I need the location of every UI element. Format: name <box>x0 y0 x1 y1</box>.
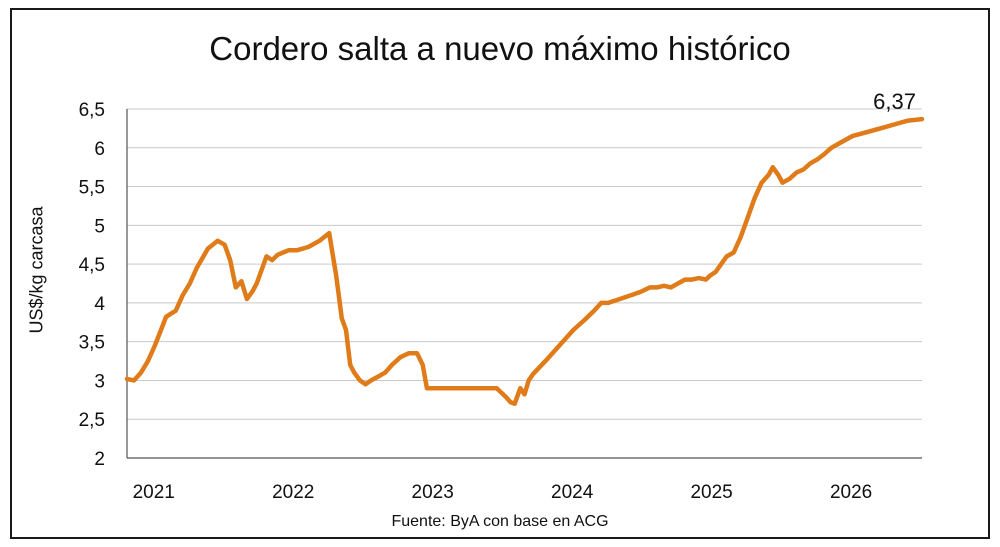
series-layer <box>124 116 925 406</box>
y-tick-label: 3,5 <box>79 333 105 354</box>
y-tick-label: 5 <box>94 216 105 237</box>
series-line <box>124 116 925 406</box>
x-tick-label: 2023 <box>412 482 454 503</box>
y-tick-label: 2 <box>94 449 105 470</box>
chart-frame <box>10 8 990 539</box>
y-tick-label: 3 <box>94 371 105 392</box>
y-tick-label: 6 <box>94 139 105 160</box>
source-note: Fuente: ByA con base en ACG <box>391 513 609 530</box>
y-tick-label: 2,5 <box>79 410 105 431</box>
x-tick-label: 2026 <box>830 482 872 503</box>
x-tick-label: 2021 <box>133 482 175 503</box>
chart-title: Cordero salta a nuevo máximo histórico <box>209 30 791 67</box>
y-tick-labels: 2 2,5 3 3,5 4 4,5 5 5,5 6 6,5 <box>79 100 106 470</box>
x-tick-label: 2025 <box>690 482 732 503</box>
y-tick-label: 5,5 <box>79 178 105 199</box>
data-label-last: 6,37 <box>873 89 916 114</box>
x-tick-labels: 2021 2022 2023 2024 2025 2026 <box>133 482 873 503</box>
y-tick-label: 6,5 <box>79 100 105 121</box>
annotation-layer: 6,37 <box>873 89 916 114</box>
x-tick-label: 2022 <box>272 482 314 503</box>
axes <box>126 109 922 459</box>
grid-lines <box>127 108 922 420</box>
x-tick-label: 2024 <box>551 482 594 503</box>
y-tick-label: 4,5 <box>79 255 105 276</box>
y-tick-label: 4 <box>94 294 105 315</box>
